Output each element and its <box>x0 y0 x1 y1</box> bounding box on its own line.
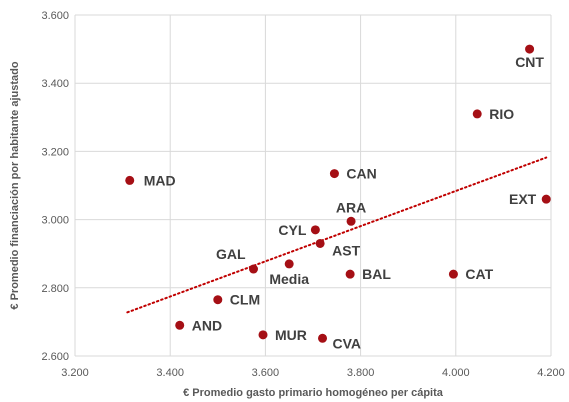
point-label-and: AND <box>192 317 222 333</box>
point-gal <box>249 264 258 274</box>
point-label-gal: GAL <box>216 246 246 262</box>
point-label-cyl: CYL <box>278 222 306 238</box>
point-label-ext: EXT <box>509 191 537 207</box>
point-ext <box>541 194 551 204</box>
point-ara <box>346 216 356 226</box>
x-tick-label: 4.000 <box>442 367 470 379</box>
point-media <box>284 259 294 269</box>
point-label-mad: MAD <box>144 172 176 188</box>
tick-layer: 3.200 3.400 3.600 3.800 4.000 4.200 2.600 2.800… <box>41 10 564 379</box>
y-tick-label: 3.000 <box>41 215 69 227</box>
point-and <box>175 320 185 330</box>
point-label-bal: BAL <box>362 266 391 282</box>
point-label-ast: AST <box>332 242 360 258</box>
point-layer <box>125 44 551 343</box>
point-label-clm: CLM <box>230 292 260 308</box>
y-tick-label: 3.400 <box>41 78 69 90</box>
point-label-media: Media <box>269 271 309 287</box>
label-layer: CNT RIO MAD CAN EXT ARA CYL AST GAL Media BAL CAT CL… <box>144 54 545 351</box>
point-label-cat: CAT <box>465 266 493 282</box>
point-label-mur: MUR <box>275 327 307 343</box>
trend-layer <box>126 156 548 314</box>
point-mur <box>258 330 268 340</box>
point-cnt <box>525 44 535 54</box>
point-rio <box>472 109 482 119</box>
point-label-ara: ARA <box>336 199 366 215</box>
y-tick-label: 2.600 <box>41 351 69 363</box>
y-tick-label: 3.600 <box>41 10 69 22</box>
y-tick-label: 3.200 <box>41 146 69 158</box>
x-tick-label: 3.800 <box>347 367 375 379</box>
point-cyl <box>310 225 320 235</box>
point-cat <box>448 269 458 279</box>
x-tick-label: 4.200 <box>537 367 565 379</box>
point-label-can: CAN <box>346 166 376 182</box>
point-mad <box>125 175 135 185</box>
x-tick-label: 3.400 <box>156 367 184 379</box>
x-tick-label: 3.600 <box>252 367 280 379</box>
point-label-rio: RIO <box>489 106 514 122</box>
point-cva <box>318 333 328 343</box>
y-axis-title: € Promedio financiación por habitante aj… <box>9 61 21 309</box>
x-tick-label: 3.200 <box>61 367 89 379</box>
point-clm <box>213 295 223 305</box>
grid-layer <box>74 14 552 357</box>
trendline <box>126 156 548 314</box>
x-axis-title: € Promedio gasto primario homogéneo per … <box>183 387 444 399</box>
point-label-cva: CVA <box>333 335 362 351</box>
point-ast <box>315 238 325 248</box>
y-tick-label: 2.800 <box>41 283 69 295</box>
point-label-cnt: CNT <box>515 54 544 70</box>
point-can <box>329 169 339 179</box>
point-bal <box>345 269 355 279</box>
